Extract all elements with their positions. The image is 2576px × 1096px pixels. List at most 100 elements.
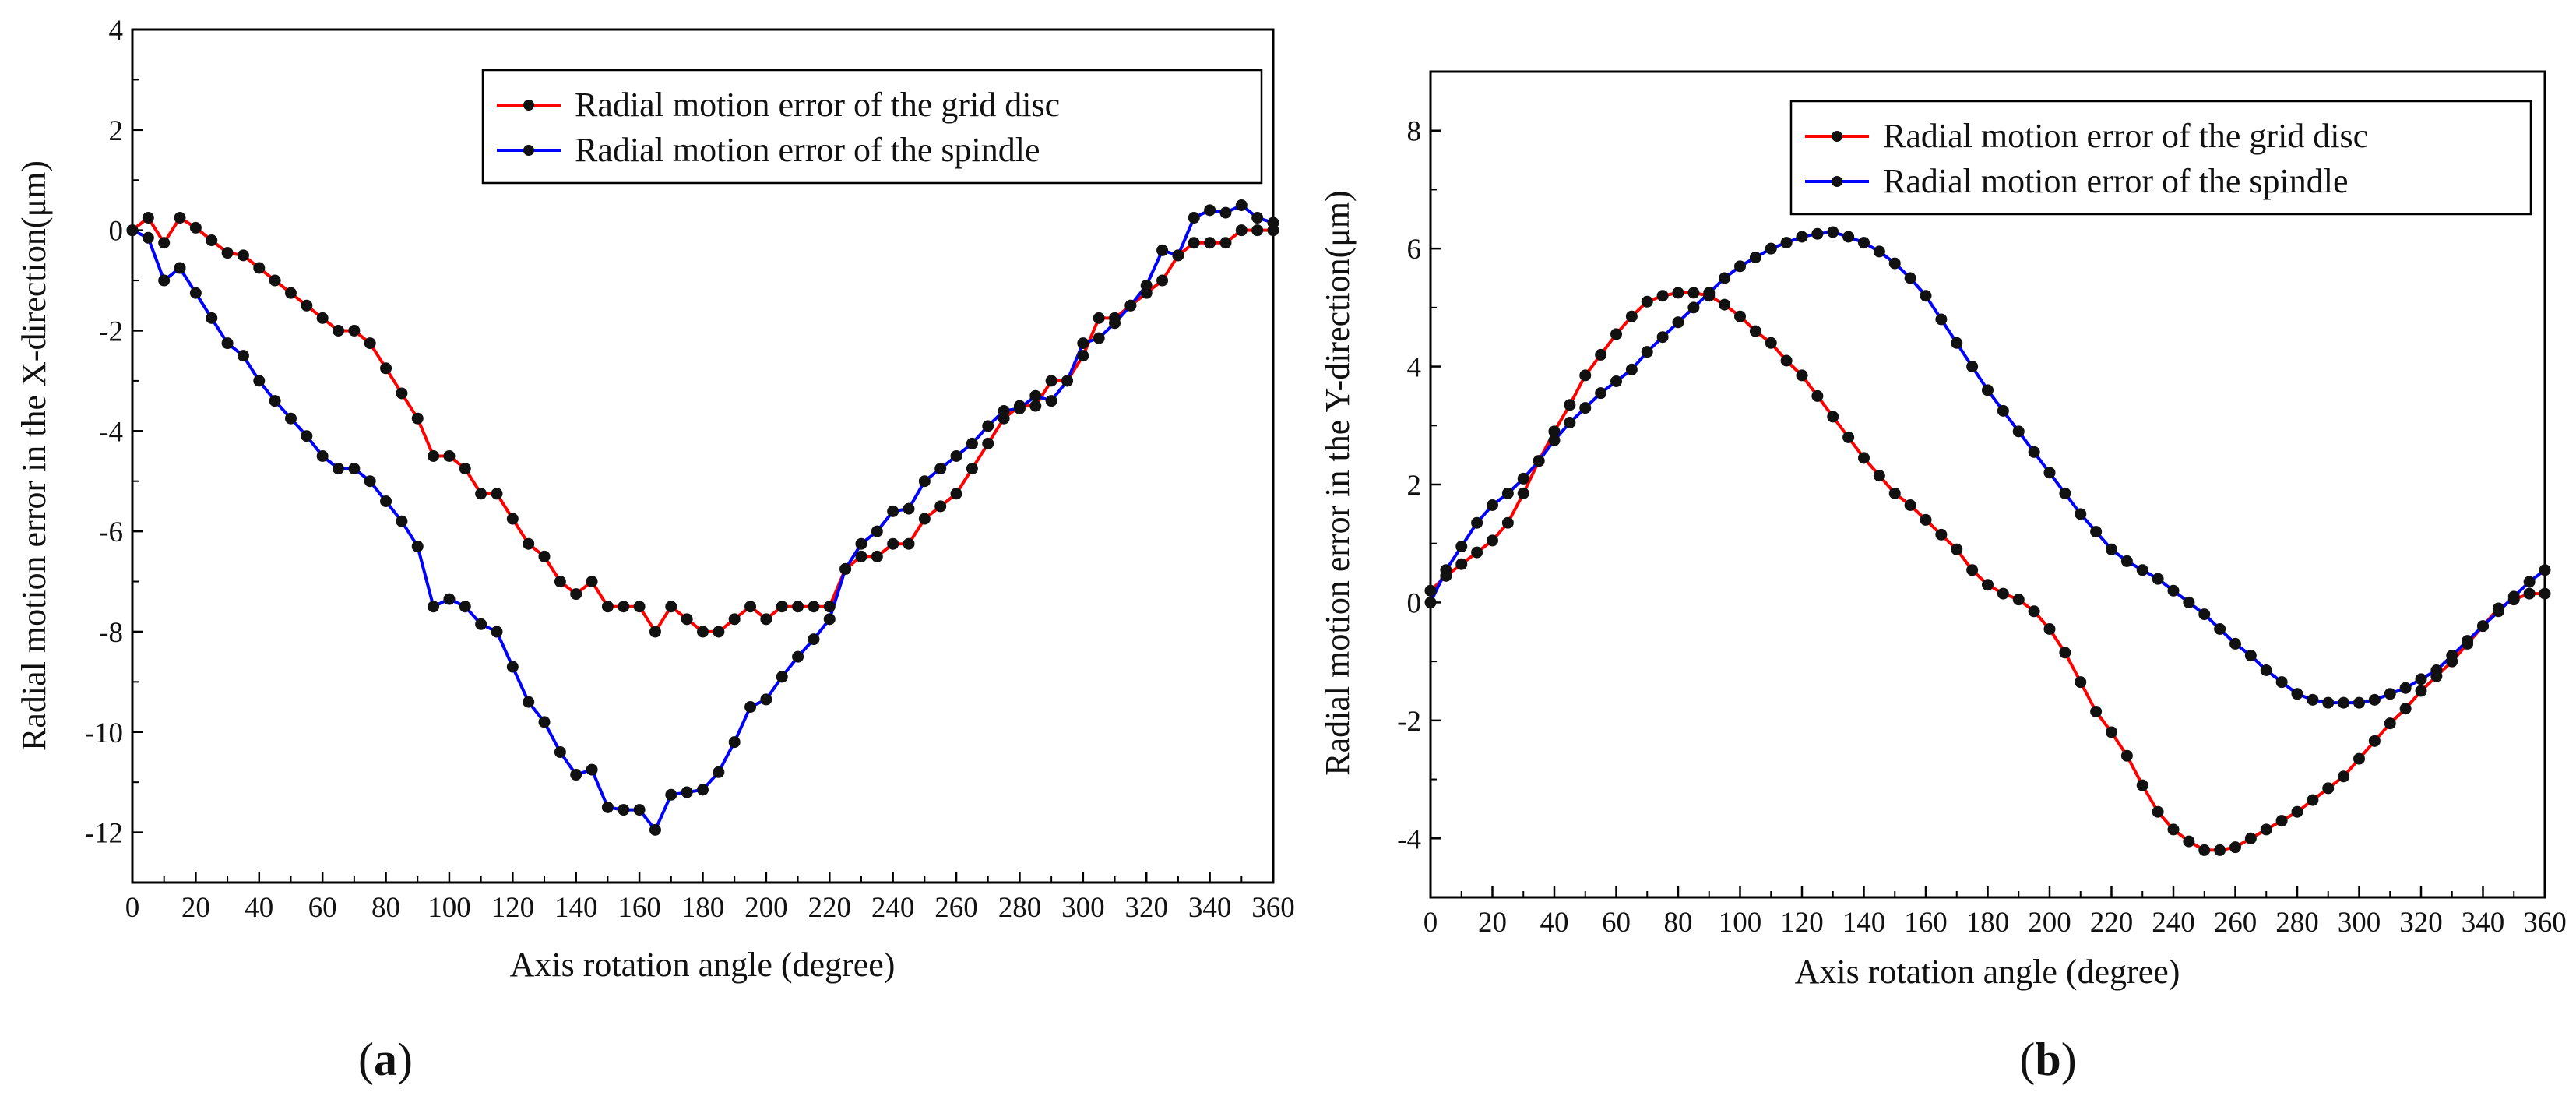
data-point (189, 287, 202, 299)
data-point (871, 550, 883, 562)
x-tick-label: 0 (125, 892, 140, 924)
data-point (253, 375, 266, 387)
data-point (158, 274, 171, 287)
legend-marker (1832, 131, 1842, 142)
series-markers (1424, 226, 2551, 856)
data-point (887, 505, 899, 517)
y-tick-label: 4 (109, 15, 124, 47)
data-point (1703, 287, 1716, 299)
x-tick-label: 140 (554, 892, 598, 924)
legend-marker (1832, 176, 1842, 187)
data-point (491, 488, 503, 500)
data-point (1982, 384, 1994, 396)
data-point (586, 763, 598, 776)
data-point (1811, 389, 1824, 402)
data-point (2384, 717, 2396, 730)
data-point (966, 463, 978, 475)
data-point (1997, 587, 2009, 600)
data-point (1920, 513, 1932, 526)
x-tick-label: 160 (1904, 907, 1948, 939)
data-point (1951, 543, 1963, 555)
data-point (411, 412, 424, 425)
data-point (2136, 564, 2148, 576)
data-point (601, 801, 614, 813)
data-point (142, 212, 154, 224)
data-point (2477, 620, 2489, 633)
data-point (2368, 735, 2381, 747)
data-point (966, 437, 978, 449)
data-point (855, 550, 867, 562)
data-point (982, 437, 994, 449)
data-point (2106, 726, 2117, 738)
data-point (554, 746, 566, 759)
data-point (301, 299, 313, 312)
x-tick-label: 200 (2028, 907, 2071, 939)
x-tick-label: 220 (2090, 907, 2134, 939)
data-point (1251, 224, 1264, 237)
data-point (2539, 587, 2551, 600)
x-tick-label: 100 (1719, 907, 1762, 939)
data-point (2167, 584, 2180, 597)
data-point (1077, 337, 1089, 350)
axis-ticks: 0 20 40 60 80 100 120 140 160 180 200 220 240 260 280 3… (1397, 116, 2567, 939)
data-point (1951, 337, 1963, 349)
data-point (2430, 664, 2443, 676)
data-point (554, 576, 566, 588)
data-point (1188, 212, 1200, 224)
series-line-1 (1429, 291, 2545, 852)
data-point (2338, 770, 2350, 783)
data-point (126, 224, 139, 237)
x-tick-label: 180 (681, 892, 725, 924)
x-tick-label: 360 (2523, 907, 2567, 939)
data-point (760, 693, 772, 706)
data-point (792, 601, 804, 613)
data-point (808, 601, 820, 613)
data-point (823, 601, 836, 613)
data-point (1579, 402, 1592, 414)
panel-label: (b) (2019, 1034, 2076, 1085)
data-point (459, 463, 471, 475)
data-point (301, 430, 313, 442)
data-point (174, 212, 186, 224)
data-point (506, 661, 519, 673)
data-point (2167, 823, 2180, 836)
data-point (1842, 231, 1855, 243)
data-point (1641, 346, 1653, 358)
x-tick-label: 320 (1124, 892, 1168, 924)
x-tick-label: 220 (808, 892, 852, 924)
data-point (1656, 331, 1669, 344)
data-point (2059, 647, 2071, 659)
data-point (491, 626, 503, 638)
data-point (839, 562, 852, 575)
data-point (1873, 470, 1885, 482)
y-tick-label: -8 (99, 617, 123, 649)
data-point (713, 626, 725, 638)
legend-label-2: Radial motion error of the spindle (1883, 162, 2349, 200)
data-point (2152, 805, 2164, 818)
data-point (649, 823, 661, 836)
data-point (570, 588, 582, 601)
data-point (2183, 596, 2195, 608)
x-tick-label: 140 (1842, 907, 1886, 939)
data-point (2523, 576, 2536, 588)
data-point (443, 593, 456, 605)
data-point (934, 500, 947, 513)
legend: Radial motion error of the grid disc Radi… (1789, 100, 2532, 216)
data-point (1548, 434, 1561, 446)
data-point (2028, 446, 2040, 458)
data-point (808, 633, 820, 646)
data-point (396, 515, 408, 527)
data-point (1204, 204, 1216, 217)
data-point (1029, 389, 1042, 402)
data-point (1888, 487, 1901, 499)
data-point (2368, 693, 2381, 706)
data-point (2384, 688, 2396, 700)
data-point (1641, 295, 1653, 308)
data-point (2136, 779, 2148, 791)
data-point (538, 716, 551, 728)
data-point (1517, 487, 1529, 499)
data-point (934, 463, 947, 475)
data-point (1997, 404, 2009, 417)
data-point (1982, 579, 1994, 591)
